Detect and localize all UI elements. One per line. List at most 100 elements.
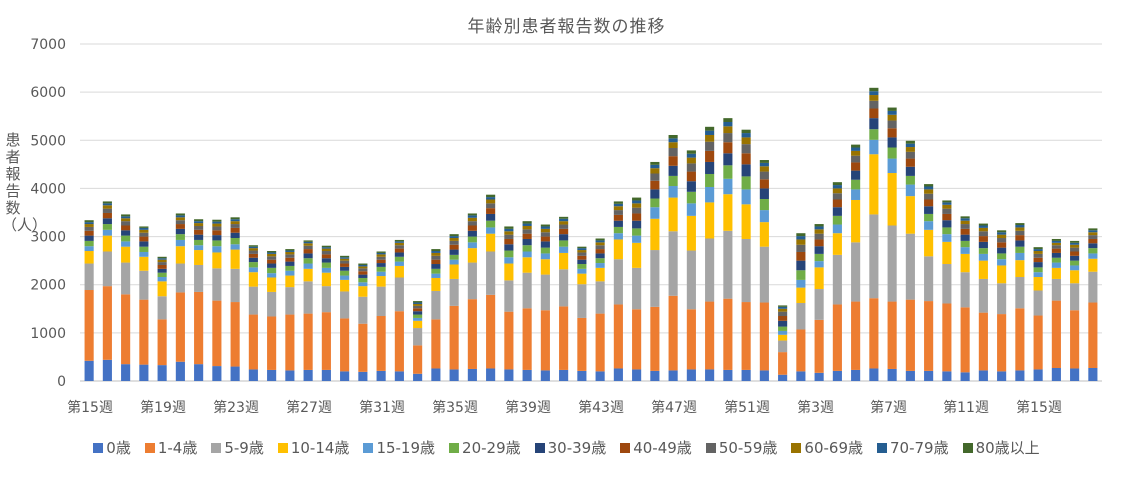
bar-segment: [194, 291, 204, 365]
bar-segment: [321, 262, 331, 268]
bar-segment: [340, 270, 350, 276]
bar-segment: [796, 251, 806, 261]
bar-segment: [194, 219, 204, 222]
bar-segment: [613, 220, 623, 227]
bar-segment: [759, 160, 769, 163]
bar-segment: [358, 264, 368, 267]
bar-segment: [1070, 283, 1080, 311]
bar-segment: [486, 203, 496, 209]
x-tick-label: 第11週: [943, 399, 989, 416]
bar-segment: [467, 221, 477, 226]
bar-segment: [559, 228, 569, 235]
bar-segment: [340, 255, 350, 258]
bar-segment: [157, 296, 167, 320]
bar-segment: [705, 173, 715, 187]
bar-segment: [905, 140, 915, 144]
bar-segment: [997, 371, 1007, 381]
bar-segment: [577, 273, 587, 285]
x-tick-label: 第39週: [505, 399, 551, 416]
bar-segment: [139, 236, 149, 242]
bar-segment: [851, 242, 861, 302]
legend-label: 5-9歳: [224, 439, 264, 457]
bar-segment: [668, 370, 678, 381]
bar-segment: [705, 134, 715, 142]
bar-segment: [121, 294, 131, 365]
bar-segment: [741, 302, 751, 370]
x-tick-label: 第51週: [724, 399, 770, 416]
bar-segment: [559, 221, 569, 225]
bar-segment: [504, 280, 514, 312]
bar-segment: [686, 181, 696, 192]
bar-segment: [1070, 368, 1080, 381]
legend-label: 70-79歳: [890, 439, 949, 457]
legend-item: 1-4歳: [144, 437, 197, 458]
bar-segment: [796, 236, 806, 240]
bar-segment: [887, 110, 897, 115]
bar-segment: [997, 259, 1007, 266]
bar-segment: [1051, 368, 1061, 381]
bar-segment: [486, 368, 496, 381]
bar-segment: [997, 247, 1007, 254]
bar-segment: [632, 207, 642, 214]
bar-segment: [613, 226, 623, 234]
bar-segment: [997, 232, 1007, 235]
bar-segment: [632, 309, 642, 370]
bar-segment: [522, 233, 532, 239]
bar-segment: [577, 370, 587, 381]
bar-segment: [814, 224, 824, 227]
bar-segment: [194, 239, 204, 246]
bar-segment: [595, 242, 605, 246]
y-tick-label: 4000: [30, 181, 66, 197]
bar-segment: [632, 213, 642, 221]
bar-segment: [559, 246, 569, 253]
bar-segment: [632, 220, 642, 229]
bar-segment: [84, 251, 94, 264]
bar-segment: [1088, 302, 1098, 369]
bar-segment: [1088, 253, 1098, 259]
bar-segment: [741, 369, 751, 381]
bar-segment: [686, 215, 696, 251]
legend-swatch: [144, 442, 155, 453]
bar-segment: [102, 203, 112, 206]
bar-segment: [139, 364, 149, 381]
bar-segment: [741, 137, 751, 145]
bar-segment: [997, 238, 1007, 243]
bar-segment: [121, 364, 131, 381]
bar-segment: [102, 205, 112, 209]
bar-segment: [486, 199, 496, 204]
bar-segment: [540, 236, 550, 242]
bar-segment: [942, 204, 952, 209]
legend-swatch: [93, 442, 104, 453]
bar-segment: [1088, 271, 1098, 303]
bar-segment: [887, 128, 897, 138]
legend-item: 10-14歳: [277, 437, 349, 458]
bar-segment: [577, 255, 587, 260]
bar-segment: [778, 305, 788, 307]
bar-segment: [175, 213, 185, 216]
legend-label: 20-29歳: [462, 439, 521, 457]
bar-segment: [887, 114, 897, 121]
bar-segment: [778, 320, 788, 327]
bar-segment: [285, 270, 295, 276]
bar-segment: [102, 208, 112, 213]
bar-segment: [978, 253, 988, 261]
bar-segment: [978, 248, 988, 254]
bar-segment: [212, 268, 222, 301]
bar-segment: [1070, 247, 1080, 252]
bar-segment: [905, 147, 915, 152]
bar-segment: [504, 228, 514, 232]
legend-label: 0歳: [106, 439, 131, 457]
bar-segment: [686, 309, 696, 370]
bar-segment: [741, 238, 751, 303]
bar-segment: [632, 267, 642, 310]
bar-segment: [559, 224, 569, 229]
y-axis-label: 患者報告数（人）: [2, 131, 48, 234]
bar-segment: [905, 196, 915, 234]
bar-segment: [467, 262, 477, 300]
bar-segment: [705, 161, 715, 174]
bar-segment: [157, 264, 167, 269]
bar-segment: [504, 226, 514, 229]
bar-segment: [613, 201, 623, 204]
bar-segment: [540, 247, 550, 254]
bar-segment: [668, 134, 678, 139]
